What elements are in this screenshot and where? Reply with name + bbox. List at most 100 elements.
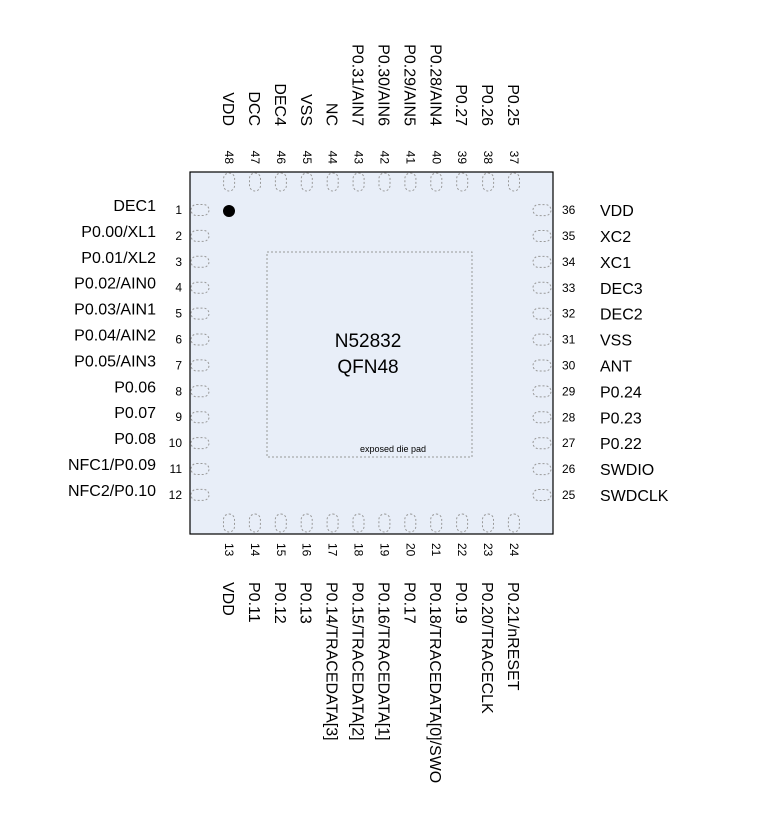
- pin-label-p0-23: P0.23: [600, 410, 642, 427]
- pin-label-p0-19: P0.19: [452, 582, 469, 624]
- pin-label-p0-08: P0.08: [114, 431, 156, 448]
- pin-number-44: 44: [326, 151, 340, 165]
- pin-label-p0-16-tracedata-1: P0.16/TRACEDATA[1]: [374, 582, 391, 741]
- pin-number-24: 24: [507, 543, 521, 557]
- pin-label-p0-24: P0.24: [600, 384, 642, 401]
- pin-pad-47: [249, 172, 261, 192]
- pin-label-dec3: DEC3: [600, 281, 643, 298]
- pin-number-11: 11: [170, 462, 183, 476]
- pin-number-23: 23: [481, 543, 495, 557]
- pin-label-p0-00-xl1: P0.00/XL1: [81, 224, 156, 241]
- pin-number-36: 36: [562, 203, 576, 217]
- pin-number-47: 47: [248, 151, 262, 165]
- pin-number-19: 19: [377, 543, 391, 557]
- pin-label-p0-11: P0.11: [245, 582, 262, 623]
- pin-number-30: 30: [562, 359, 576, 373]
- pin-pad-40: [430, 172, 443, 192]
- pin-number-40: 40: [429, 151, 443, 165]
- pin-label-p0-20-traceclk: P0.20/TRACECLK: [478, 582, 495, 714]
- pin-number-32: 32: [562, 307, 576, 321]
- pin-label-vdd: VDD: [219, 582, 236, 616]
- pin-number-4: 4: [175, 281, 182, 295]
- pin-label-dec4: DEC4: [271, 83, 288, 126]
- pin-number-34: 34: [562, 255, 576, 269]
- pin-label-p0-02-ain0: P0.02/AIN0: [74, 276, 156, 293]
- pin-number-13: 13: [222, 543, 236, 557]
- pin-number-46: 46: [274, 151, 288, 165]
- pin-label-vss: VSS: [600, 333, 632, 350]
- pin-label-p0-01-xl2: P0.01/XL2: [81, 250, 156, 267]
- pin-number-41: 41: [403, 151, 417, 165]
- pin-number-22: 22: [455, 543, 469, 557]
- pin-label-nfc1-p0-09: NFC1/P0.09: [68, 457, 156, 474]
- pin-label-vdd: VDD: [219, 92, 236, 126]
- pin-pad-48: [223, 172, 236, 192]
- pin-number-35: 35: [562, 229, 576, 243]
- pin-number-38: 38: [481, 151, 495, 165]
- pin-label-swdclk: SWDCLK: [600, 488, 669, 505]
- pin-label-p0-03-ain1: P0.03/AIN1: [74, 302, 156, 319]
- pin-label-p0-22: P0.22: [600, 436, 642, 453]
- pin-pad-44: [326, 172, 339, 192]
- pin-pad-21: [430, 513, 443, 533]
- pin-label-p0-17: P0.17: [400, 582, 417, 624]
- pin-label-p0-27: P0.27: [452, 84, 469, 126]
- pin-pad-15: [274, 513, 287, 533]
- pin-pad-23: [482, 513, 494, 533]
- pin-pad-14: [248, 513, 261, 533]
- pin-pad-46: [274, 172, 287, 192]
- pin-label-p0-18-tracedata-0-swo: P0.18/TRACEDATA[0]/SWO: [426, 582, 443, 783]
- pin-label-dec2: DEC2: [600, 307, 643, 324]
- pin-label-p0-04-ain2: P0.04/AIN2: [74, 328, 156, 345]
- pin-pad-45: [300, 172, 313, 192]
- pin-number-33: 33: [562, 281, 576, 295]
- pin-number-14: 14: [248, 543, 262, 557]
- pin-label-p0-14-tracedata-3: P0.14/TRACEDATA[3]: [323, 582, 340, 741]
- pin-pad-24: [507, 513, 520, 533]
- pin-number-3: 3: [175, 255, 182, 269]
- pin-pad-18: [352, 513, 365, 533]
- pin-pad-19: [378, 513, 391, 533]
- pin-number-12: 12: [169, 488, 183, 502]
- pin-number-5: 5: [175, 307, 182, 321]
- pin-pad-39: [456, 172, 469, 192]
- pin-label-p0-15-tracedata-2: P0.15/TRACEDATA[2]: [349, 582, 366, 741]
- pin-label-nc: NC: [323, 103, 340, 126]
- pin-pad-41: [404, 172, 417, 192]
- pin-pad-22: [456, 513, 469, 533]
- pin-number-31: 31: [562, 333, 576, 347]
- pin-number-37: 37: [507, 151, 521, 165]
- pin-pad-13: [223, 513, 235, 533]
- pin-pad-42: [378, 172, 391, 192]
- pin-label-vdd: VDD: [600, 203, 634, 220]
- pin-label-p0-07: P0.07: [114, 405, 156, 422]
- pin-label-xc1: XC1: [600, 255, 631, 272]
- pin-label-nfc2-p0-10: NFC2/P0.10: [68, 483, 156, 500]
- pin-label-vss: VSS: [297, 94, 314, 126]
- pins-layer: 1 DEC1 2 P0.00/XL1 3 P0.01/XL2 4 P0.02/AIN0 5 P0.…: [68, 44, 669, 783]
- pin-pad-16: [300, 513, 313, 533]
- pin-number-45: 45: [300, 151, 314, 165]
- pin-label-p0-06: P0.06: [114, 379, 156, 396]
- pin-number-43: 43: [352, 151, 366, 165]
- pin-number-42: 42: [378, 151, 392, 165]
- pin-label-ant: ANT: [600, 359, 632, 376]
- pin-pad-20: [404, 513, 417, 533]
- pin-label-p0-13: P0.13: [297, 582, 314, 624]
- pin-label-swdio: SWDIO: [600, 462, 654, 479]
- pin-label-p0-28-ain4: P0.28/AIN4: [426, 44, 443, 126]
- pin-label-dec1: DEC1: [113, 198, 156, 215]
- pin-number-25: 25: [562, 488, 576, 502]
- pin-number-15: 15: [274, 543, 288, 557]
- pin-number-1: 1: [175, 203, 182, 217]
- pin-pad-38: [482, 172, 495, 192]
- pin-pad-43: [352, 172, 365, 192]
- pin-number-7: 7: [175, 358, 182, 372]
- pin-number-27: 27: [562, 436, 576, 450]
- pin-number-18: 18: [352, 543, 366, 557]
- pin-number-21: 21: [429, 543, 443, 557]
- pin-number-6: 6: [175, 333, 182, 347]
- pin-label-p0-31-ain7: P0.31/AIN7: [349, 44, 366, 126]
- pin-label-xc2: XC2: [600, 229, 631, 246]
